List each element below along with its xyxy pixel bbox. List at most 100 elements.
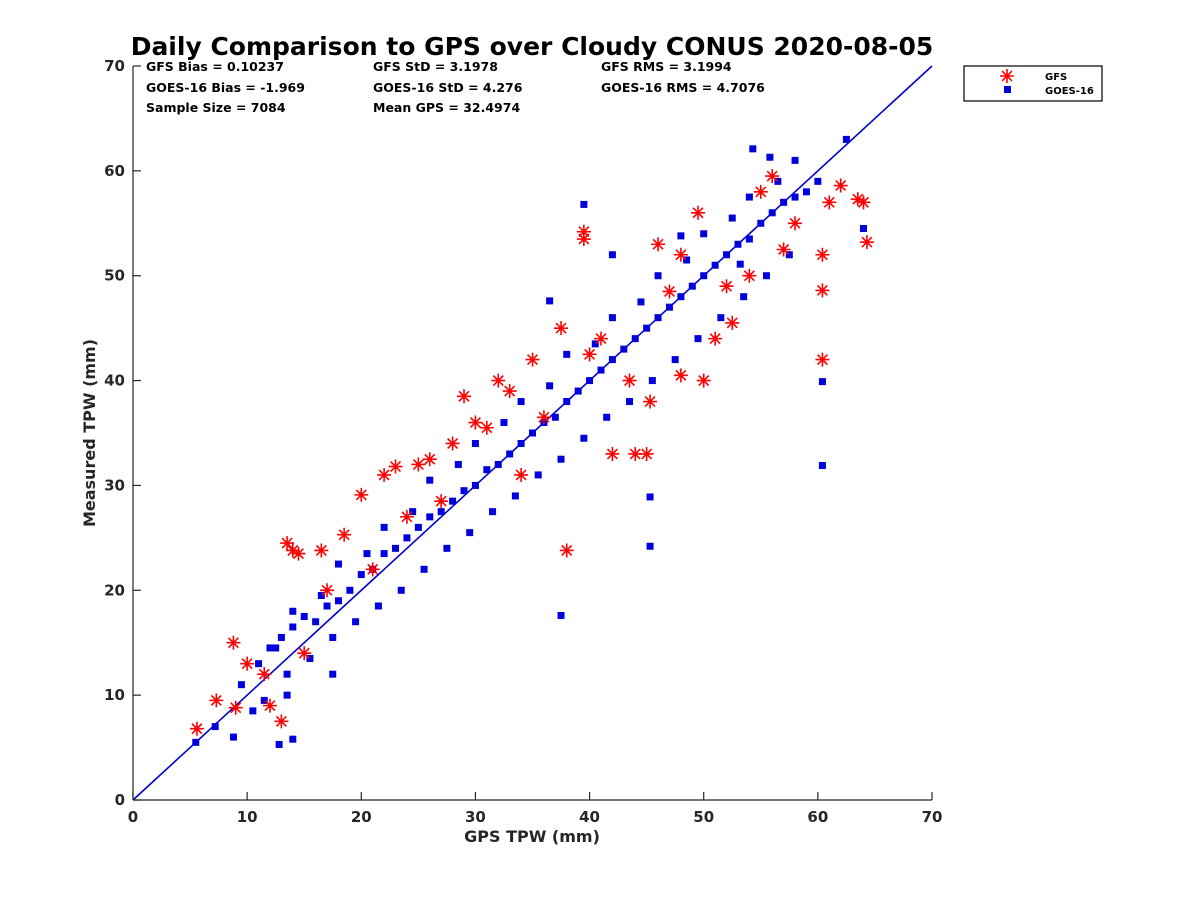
goes16-point	[317, 592, 325, 600]
gfs-point	[815, 247, 830, 262]
gfs-point	[536, 410, 551, 425]
goes16-point	[791, 193, 799, 201]
goes16-point	[749, 145, 757, 153]
goes16-point	[603, 413, 611, 421]
goes16-point	[471, 439, 479, 447]
gfs-point	[815, 283, 830, 298]
gfs-point	[337, 527, 352, 542]
gfs-point	[859, 235, 874, 250]
goes16-point	[700, 230, 708, 238]
goes16-point	[654, 272, 662, 280]
goes16-point	[437, 508, 445, 516]
gfs-point	[240, 656, 255, 671]
gfs-point	[742, 268, 757, 283]
goes16-point	[740, 293, 748, 301]
goes16-point	[677, 232, 685, 240]
goes16-point	[357, 571, 365, 579]
goes16-point	[346, 586, 354, 594]
goes16-point	[403, 534, 411, 542]
goes16-point	[266, 644, 274, 652]
x-tick-label: 40	[579, 808, 600, 826]
goes16-point	[277, 633, 285, 641]
gfs-point	[525, 352, 540, 367]
gfs-point	[673, 247, 688, 262]
gfs-point	[297, 646, 312, 661]
gfs-point	[226, 635, 241, 650]
gfs-point	[605, 446, 620, 461]
gfs-point	[457, 389, 472, 404]
gfs-point	[502, 384, 517, 399]
goes16-point	[329, 670, 337, 678]
gfs-point	[365, 562, 380, 577]
goes16-point	[762, 272, 770, 280]
gfs-point	[708, 331, 723, 346]
goes16-point	[563, 350, 571, 358]
goes16-point	[637, 298, 645, 306]
gfs-point	[228, 700, 243, 715]
goes16-point	[791, 156, 799, 164]
goes16-point	[557, 455, 565, 463]
goes16-point	[631, 335, 639, 343]
gfs-point	[719, 279, 734, 294]
legend-gfs-asterisk	[1000, 69, 1014, 83]
y-axis-label: Measured TPW (mm)	[80, 339, 99, 527]
goes16-point	[745, 193, 753, 201]
gfs-point	[628, 446, 643, 461]
goes16-point	[517, 398, 525, 406]
gfs-point	[491, 373, 506, 388]
goes16-point	[608, 356, 616, 364]
goes16-point	[289, 623, 297, 631]
gfs-point	[422, 452, 437, 467]
gfs-point	[576, 224, 591, 239]
goes16-point	[352, 618, 360, 626]
goes16-point	[426, 513, 434, 521]
y-tick-label: 10	[104, 686, 125, 704]
goes16-point	[494, 460, 502, 468]
goes16-point	[306, 654, 314, 662]
y-tick-label: 60	[104, 162, 125, 180]
gfs-point	[582, 347, 597, 362]
goes16-point	[654, 314, 662, 322]
gfs-point	[765, 169, 780, 184]
goes16-point	[860, 225, 868, 233]
goes16-point	[580, 434, 588, 442]
goes16-point	[323, 602, 331, 610]
gfs-point	[815, 352, 830, 367]
goes16-point	[283, 691, 291, 699]
goes16-point	[420, 565, 428, 573]
goes16-point	[818, 378, 826, 386]
goes16-point	[563, 398, 571, 406]
gfs-point	[274, 714, 289, 729]
goes16-point	[648, 377, 656, 385]
gfs-point	[850, 192, 865, 207]
goes16-point	[397, 586, 405, 594]
legend: GFS GOES-16	[963, 65, 1103, 102]
legend-gfs-label: GFS	[1045, 72, 1067, 83]
goes16-point	[768, 209, 776, 217]
y-tick-label: 30	[104, 476, 125, 494]
legend-goes16-label: GOES-16	[1045, 86, 1094, 97]
goes16-point	[694, 335, 702, 343]
gfs-point	[411, 457, 426, 472]
goes16-point	[643, 324, 651, 332]
statistics-block: GFS Bias = 0.10237 GFS StD = 3.1978 GFS …	[146, 59, 765, 115]
goes16-point	[700, 272, 708, 280]
gfs-point	[639, 446, 654, 461]
goes16-point	[329, 633, 337, 641]
gfs-point	[833, 178, 848, 193]
goes16-point	[255, 660, 263, 668]
gfs-point	[662, 284, 677, 299]
goes16-point	[818, 462, 826, 470]
goes16-point	[272, 644, 280, 652]
goes16-point	[646, 542, 654, 550]
goes16-point	[534, 471, 542, 479]
goes16-point	[334, 560, 342, 568]
gfs-point	[479, 420, 494, 435]
gfs-point	[291, 546, 306, 561]
goes16-point	[374, 602, 382, 610]
gfs-point	[554, 321, 569, 336]
y-ticks: 0 10 20 30 40 50 60 70	[104, 57, 141, 809]
goes16-point	[842, 135, 850, 143]
goes16-point	[551, 413, 559, 421]
goes16-point	[409, 508, 417, 516]
